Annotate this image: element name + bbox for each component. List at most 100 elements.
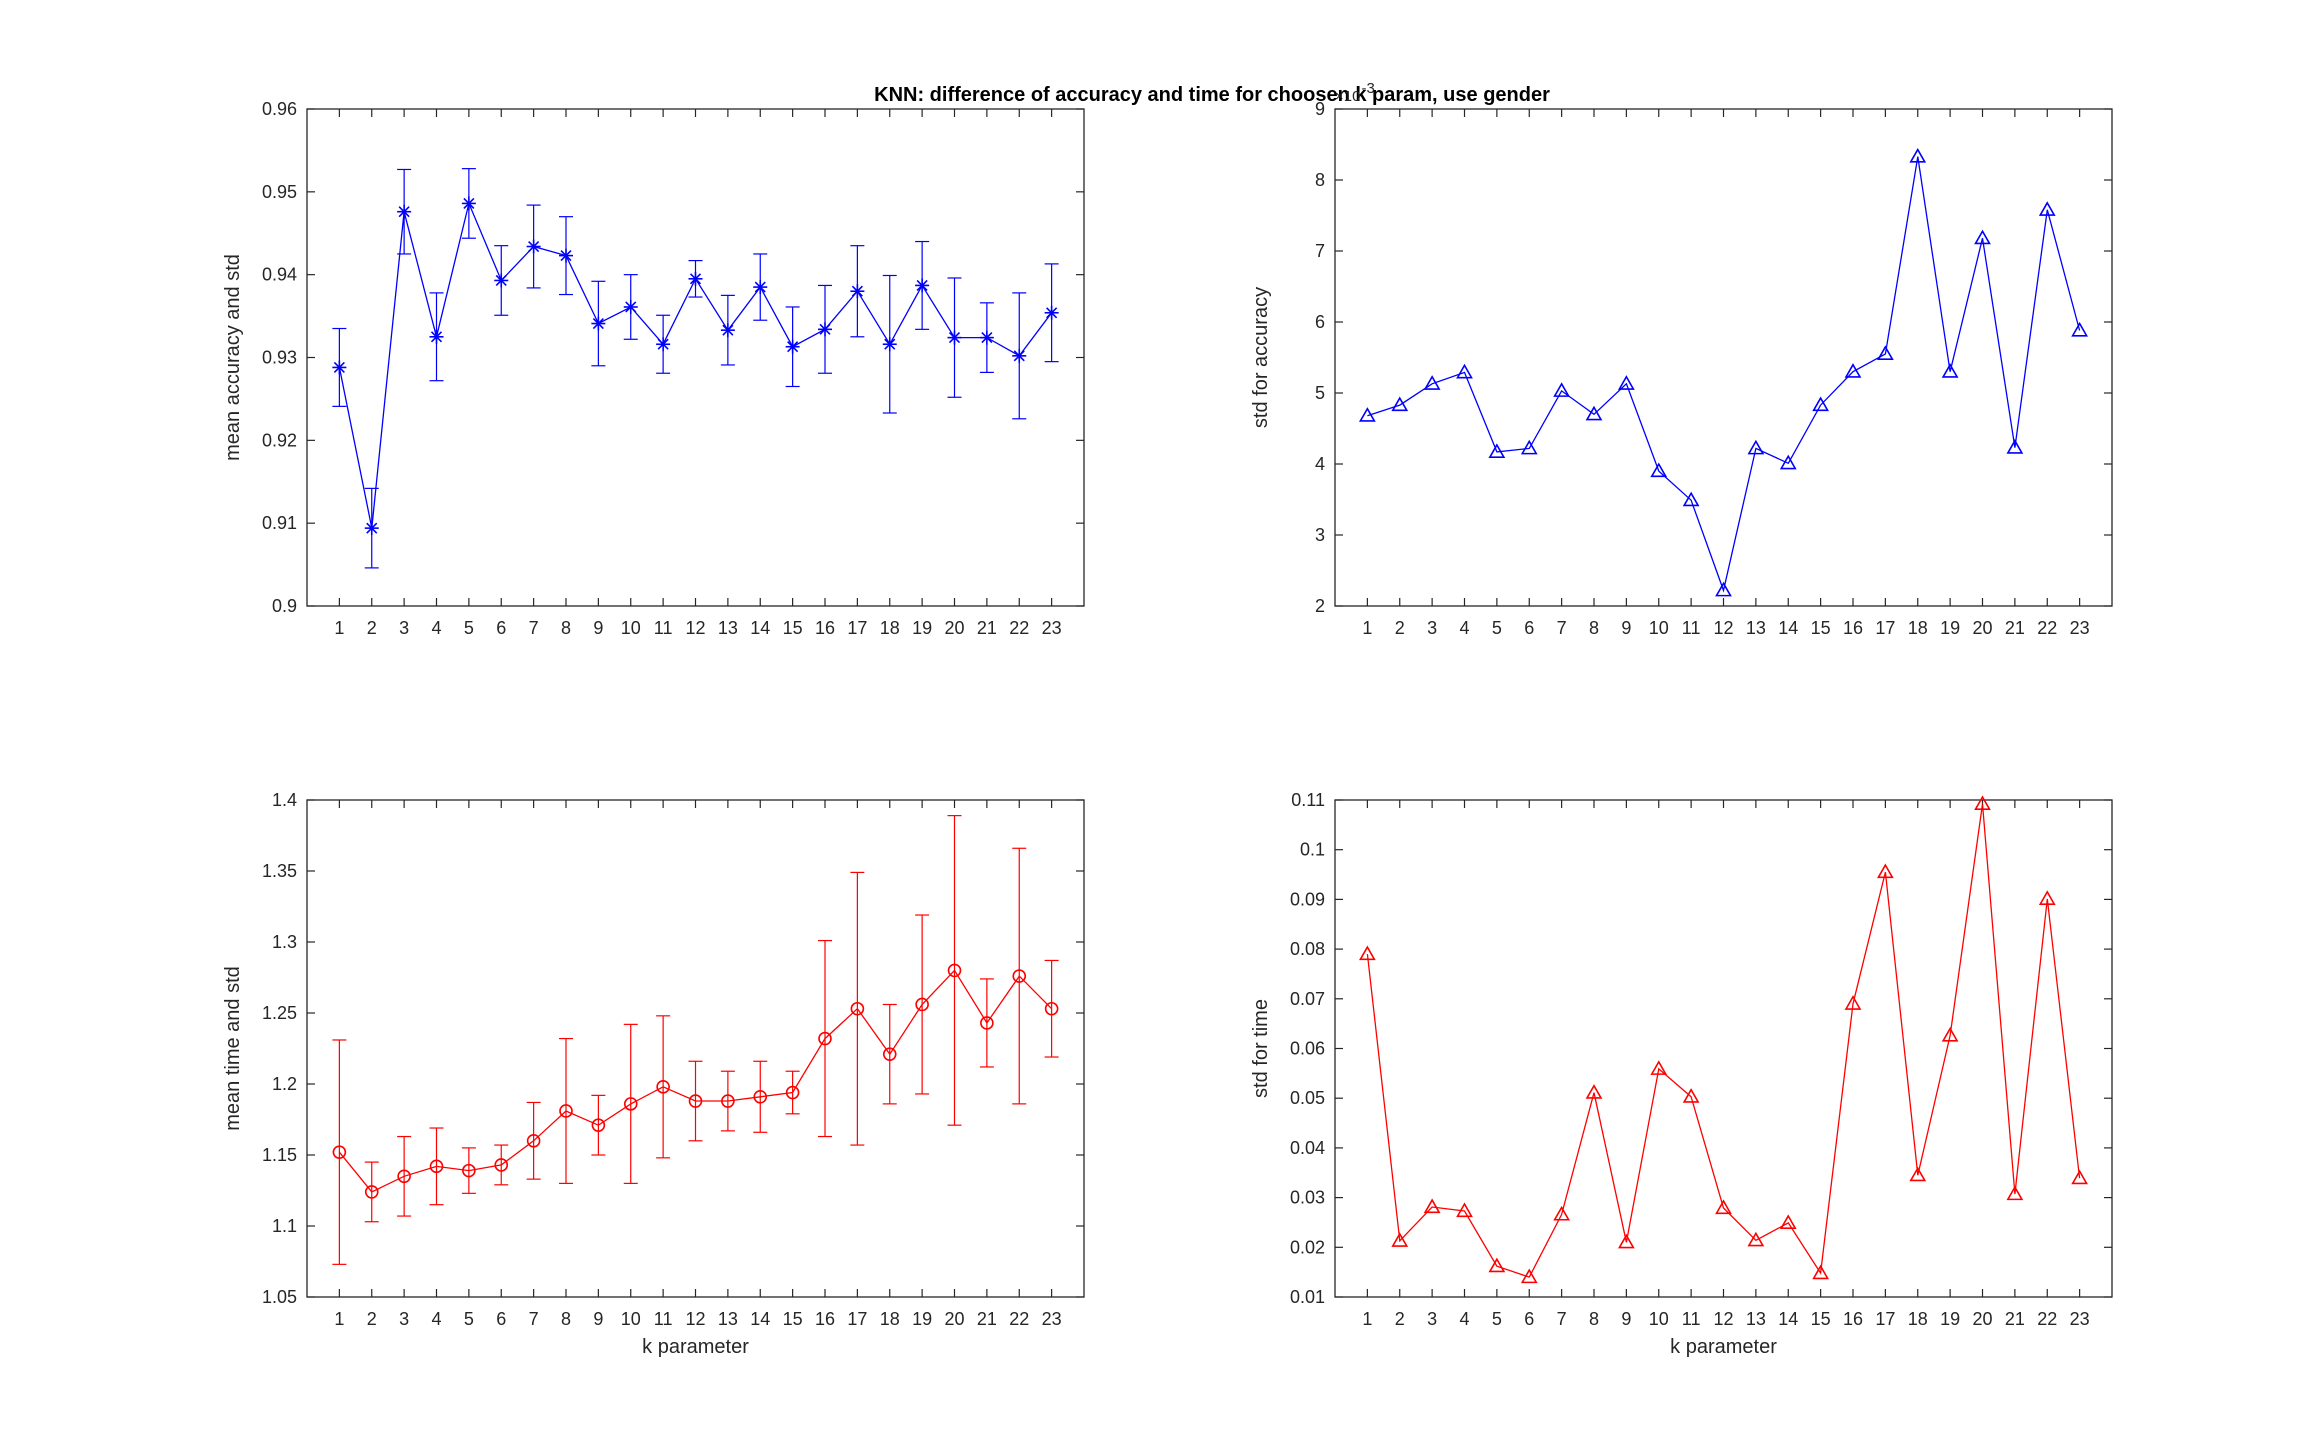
data-point	[2006, 439, 2024, 454]
data-point	[980, 1016, 994, 1030]
data-point	[720, 323, 735, 338]
data-point	[785, 1085, 800, 1100]
x-tick-label: 16	[1843, 618, 1863, 638]
x-tick-label: 11	[1682, 1309, 1701, 1329]
subplot-std-time: 1 2 3 4 5 6 7 8 9 10 11 12 13 14 15 16 17 18 19 20 21 22 230.0…	[1250, 790, 2113, 1358]
data-point	[1715, 581, 1732, 597]
data-point	[332, 360, 347, 375]
x-tick-label: 17	[847, 1309, 867, 1329]
y-tick-label: 0.02	[1290, 1237, 1325, 1257]
x-tick-label: 6	[496, 618, 506, 638]
data-point	[850, 284, 865, 299]
y-tick-label: 5	[1315, 383, 1325, 403]
x-tick-label: 20	[944, 618, 964, 638]
x-tick-label: 19	[1940, 618, 1960, 638]
subplot-mean-accuracy: 1 2 3 4 5 6 7 8 9 10 11 12 13 14 15 16 17 18 19 20 21 22 230.9…	[222, 99, 1085, 638]
data-point	[559, 248, 573, 263]
data-point	[979, 330, 994, 345]
y-exponent-label: ×10	[1335, 88, 1360, 105]
data-point	[1682, 491, 1700, 507]
data-point	[494, 1158, 509, 1172]
data-point	[1423, 1198, 1441, 1214]
data-point	[947, 963, 962, 978]
y-exponent-power: -3	[1361, 80, 1374, 97]
y-tick-label: 6	[1315, 312, 1325, 332]
subplot-mean-time: 1 2 3 4 5 6 7 8 9 10 11 12 13 14 15 16 17 18 19 20 21 22 231.0…	[222, 790, 1085, 1358]
y-tick-label: 0.9	[272, 596, 297, 616]
y-tick-label: 0.04	[1290, 1138, 1325, 1158]
x-tick-label: 22	[1009, 618, 1029, 638]
y-tick-label: 1.3	[272, 932, 297, 952]
data-point	[915, 278, 930, 293]
x-tick-label: 20	[944, 1309, 964, 1329]
x-tick-label: 1	[334, 618, 344, 638]
data-point	[1488, 1257, 1506, 1273]
x-tick-label: 4	[1459, 618, 1469, 638]
y-tick-label: 0.09	[1290, 889, 1325, 909]
data-point	[1044, 1001, 1059, 1016]
data-point	[1391, 1232, 1409, 1247]
data-point	[429, 329, 444, 344]
data-point	[1844, 363, 1862, 378]
data-point	[1012, 348, 1027, 363]
x-tick-label: 4	[431, 618, 441, 638]
x-tick-label: 9	[1621, 1309, 1631, 1329]
x-tick-label: 14	[750, 618, 770, 638]
data-point	[1779, 1214, 1797, 1229]
data-point	[1650, 1060, 1668, 1075]
x-tick-label: 1	[1362, 1309, 1372, 1329]
y-tick-label: 0.94	[262, 265, 297, 285]
x-tick-label: 16	[1843, 1309, 1863, 1329]
y-tick-label: 2	[1315, 596, 1325, 616]
x-tick-label: 7	[1557, 618, 1567, 638]
data-point	[461, 196, 476, 211]
y-tick-label: 0.06	[1290, 1039, 1325, 1059]
y-axis-label: mean time and std	[222, 966, 244, 1131]
y-tick-label: 0.01	[1290, 1287, 1325, 1307]
x-tick-label: 9	[593, 1309, 603, 1329]
x-tick-label: 16	[815, 1309, 835, 1329]
x-tick-label: 12	[1713, 618, 1733, 638]
series-line	[1367, 156, 2081, 593]
x-tick-label: 11	[654, 1309, 673, 1329]
x-tick-label: 3	[399, 618, 409, 638]
x-tick-label: 15	[783, 618, 803, 638]
y-tick-label: 1.05	[262, 1287, 297, 1307]
data-point	[753, 280, 768, 295]
data-point	[1941, 363, 1959, 378]
data-point	[1909, 147, 1927, 163]
y-tick-label: 0.95	[262, 182, 297, 202]
x-tick-label: 3	[1427, 1309, 1437, 1329]
data-point	[1876, 863, 1894, 879]
data-point	[688, 1094, 703, 1108]
x-tick-label: 13	[718, 1309, 738, 1329]
x-tick-label: 4	[431, 1309, 441, 1329]
y-tick-label: 4	[1315, 454, 1325, 474]
data-point	[364, 1185, 379, 1199]
x-tick-label: 8	[561, 1309, 571, 1329]
data-point	[1488, 443, 1506, 458]
data-point	[623, 299, 638, 314]
x-tick-label: 17	[1875, 1309, 1895, 1329]
data-point	[2006, 1185, 2024, 1201]
x-tick-label: 22	[2037, 1309, 2057, 1329]
x-tick-label: 17	[1875, 618, 1895, 638]
x-tick-label: 2	[1395, 618, 1405, 638]
x-tick-label: 3	[399, 1309, 409, 1329]
x-tick-label: 23	[1042, 1309, 1062, 1329]
y-tick-label: 1.1	[272, 1216, 297, 1236]
figure-title: KNN: difference of accuracy and time for…	[874, 84, 1550, 106]
x-tick-label: 3	[1427, 618, 1437, 638]
y-tick-label: 1.15	[262, 1145, 297, 1165]
x-tick-label: 7	[529, 618, 539, 638]
x-tick-label: 22	[2037, 618, 2057, 638]
axes-box	[306, 108, 1085, 607]
y-tick-label: 0.92	[262, 430, 297, 450]
data-point	[1650, 462, 1668, 478]
data-point	[1844, 995, 1862, 1010]
y-tick-label: 0.11	[1291, 790, 1325, 810]
y-axis-label: std for time	[1250, 999, 1272, 1098]
x-tick-label: 7	[529, 1309, 539, 1329]
x-tick-label: 2	[367, 1309, 377, 1329]
